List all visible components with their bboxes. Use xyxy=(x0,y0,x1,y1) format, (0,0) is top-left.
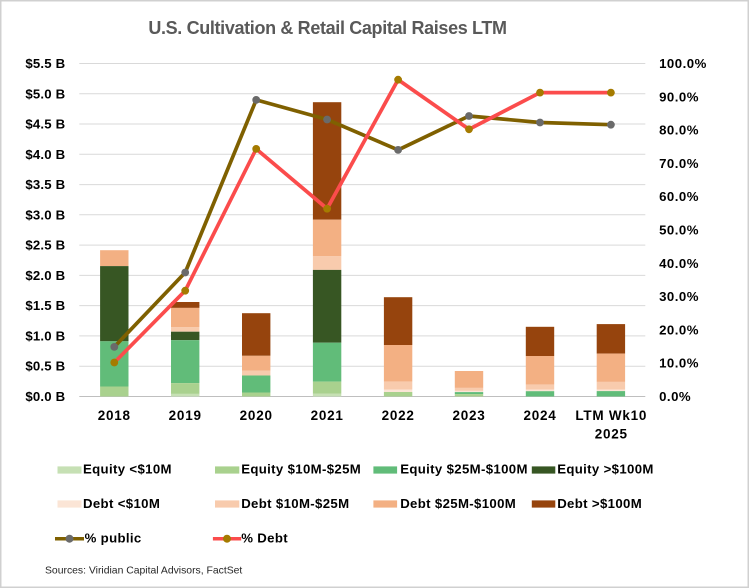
svg-text:$4.5 B: $4.5 B xyxy=(25,117,65,132)
svg-text:90.0%: 90.0% xyxy=(659,89,699,104)
svg-text:$3.5 B: $3.5 B xyxy=(25,177,65,192)
svg-text:$3.0 B: $3.0 B xyxy=(25,207,65,222)
svg-text:2024: 2024 xyxy=(523,408,556,423)
svg-text:$2.5 B: $2.5 B xyxy=(25,238,65,253)
svg-text:50.0%: 50.0% xyxy=(659,223,699,238)
svg-text:Debt $25M-$100M: Debt $25M-$100M xyxy=(400,496,516,511)
svg-text:30.0%: 30.0% xyxy=(659,289,699,304)
svg-text:Debt <$10M: Debt <$10M xyxy=(83,496,160,511)
svg-text:Debt $10M-$25M: Debt $10M-$25M xyxy=(241,496,349,511)
svg-text:60.0%: 60.0% xyxy=(659,189,699,204)
svg-text:$0.0 B: $0.0 B xyxy=(25,389,65,404)
svg-text:LTM Wk10: LTM Wk10 xyxy=(575,408,647,423)
svg-text:Debt >$100M: Debt >$100M xyxy=(557,496,642,511)
svg-text:$0.5 B: $0.5 B xyxy=(25,359,65,374)
svg-text:0.0%: 0.0% xyxy=(659,389,691,404)
svg-text:10.0%: 10.0% xyxy=(659,356,699,371)
svg-text:Equity $10M-$25M: Equity $10M-$25M xyxy=(241,461,361,476)
svg-text:Sources: Viridian Capital Advi: Sources: Viridian Capital Advisors, Fact… xyxy=(45,565,242,576)
svg-text:2025: 2025 xyxy=(595,427,628,442)
svg-text:80.0%: 80.0% xyxy=(659,123,699,138)
svg-text:% Debt: % Debt xyxy=(241,531,288,546)
svg-text:$5.5 B: $5.5 B xyxy=(25,56,65,71)
svg-text:$4.0 B: $4.0 B xyxy=(25,147,65,162)
svg-text:U.S. Cultivation & Retail Capi: U.S. Cultivation & Retail Capital Raises… xyxy=(148,18,506,38)
svg-text:40.0%: 40.0% xyxy=(659,256,699,271)
svg-text:% public: % public xyxy=(85,531,142,546)
svg-text:2022: 2022 xyxy=(382,408,415,423)
svg-text:2023: 2023 xyxy=(452,408,485,423)
svg-text:100.0%: 100.0% xyxy=(659,56,707,71)
svg-text:$2.0 B: $2.0 B xyxy=(25,268,65,283)
svg-text:$1.0 B: $1.0 B xyxy=(25,328,65,343)
svg-text:2018: 2018 xyxy=(98,408,131,423)
svg-text:Equity >$100M: Equity >$100M xyxy=(557,461,654,476)
svg-text:2021: 2021 xyxy=(311,408,344,423)
svg-text:2020: 2020 xyxy=(240,408,273,423)
svg-text:$5.0 B: $5.0 B xyxy=(25,86,65,101)
svg-text:$1.5 B: $1.5 B xyxy=(25,298,65,313)
svg-text:20.0%: 20.0% xyxy=(659,322,699,337)
svg-text:Equity $25M-$100M: Equity $25M-$100M xyxy=(400,461,528,476)
svg-text:Equity <$10M: Equity <$10M xyxy=(83,461,172,476)
svg-text:70.0%: 70.0% xyxy=(659,156,699,171)
svg-text:2019: 2019 xyxy=(169,408,202,423)
